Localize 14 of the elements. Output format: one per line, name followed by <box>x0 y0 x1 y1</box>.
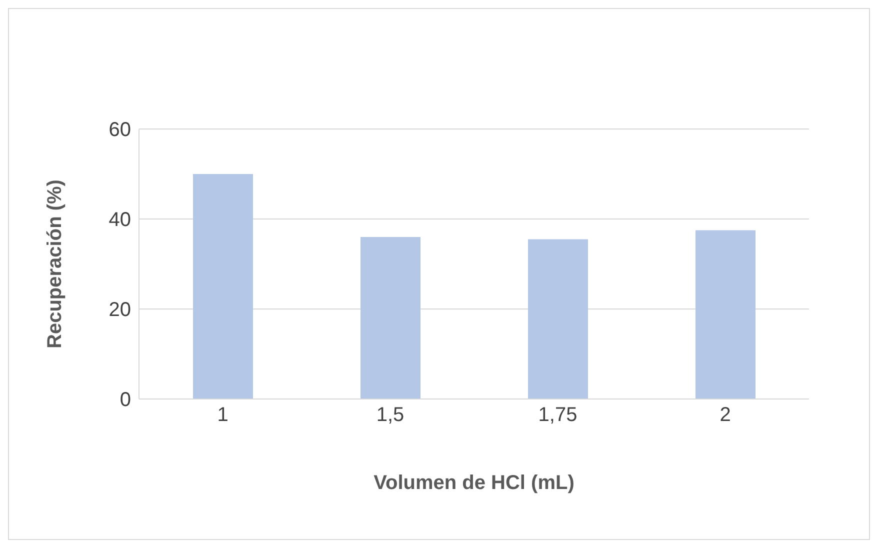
x-tick-label: 1,5 <box>376 404 404 426</box>
y-tick-label: 0 <box>120 389 131 412</box>
bar <box>360 237 420 399</box>
x-axis-title: Volumen de HCl (mL) <box>374 472 574 494</box>
y-tick-label: 60 <box>108 119 131 142</box>
x-tick-label: 1,75 <box>538 404 578 426</box>
bar <box>696 230 756 399</box>
y-tick-label: 20 <box>108 299 131 322</box>
bar <box>528 239 588 399</box>
y-axis-title: Recuperación (%) <box>44 180 66 348</box>
x-tick-label: 2 <box>720 404 731 426</box>
x-tick-label: 1 <box>217 404 228 426</box>
y-tick-label: 40 <box>108 209 131 232</box>
bar <box>193 174 253 399</box>
